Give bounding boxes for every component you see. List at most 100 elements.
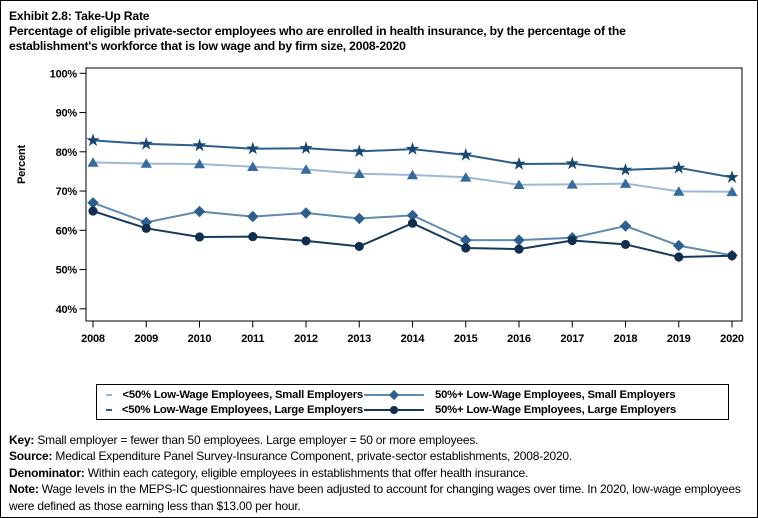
y-tick-label: 40% [56, 304, 78, 316]
x-tick-label: 2010 [188, 333, 212, 345]
legend-marker-diamond [388, 389, 400, 400]
legend-item-diamond: 50%+ Low-Wage Employees, Small Employers [363, 388, 728, 402]
y-axis-title: Percent [16, 144, 28, 183]
legend-item-circle: 50%+ Low-Wage Employees, Large Employers [363, 403, 728, 417]
x-tick-label: 2015 [454, 333, 478, 345]
data-point-diamond-2012 [300, 207, 312, 219]
data-point-triangle-2014 [406, 169, 419, 180]
note-denominator: Denominator: Within each category, eligi… [9, 465, 753, 481]
data-point-diamond-2011 [247, 210, 259, 223]
data-point-star-2014 [405, 142, 420, 155]
data-point-star-2009 [139, 136, 153, 150]
x-tick-label: 2018 [614, 333, 638, 345]
circle-marker-icon [364, 405, 424, 414]
data-point-circle-2019 [674, 252, 684, 262]
x-tick-label: 2008 [81, 333, 105, 345]
legend-label: <50% Low-Wage Employees, Small Employers [122, 388, 363, 401]
note-text: Wage levels in the MEPS-IC questionnaire… [9, 482, 741, 513]
data-point-circle-2012 [301, 236, 311, 246]
data-point-circle-2018 [620, 239, 631, 250]
data-point-circle-2011 [248, 232, 258, 242]
data-point-triangle-2009 [140, 158, 152, 168]
data-point-circle-2020 [727, 251, 737, 261]
note-label: Note: [9, 482, 39, 497]
note-label: Source: [9, 449, 53, 464]
note-note: Note: Wage levels in the MEPS-IC questio… [9, 481, 753, 514]
star-marker-icon [106, 408, 112, 411]
x-tick-label: 2013 [347, 333, 371, 345]
data-point-star-2020 [725, 170, 739, 183]
x-tick-label: 2016 [507, 333, 531, 345]
y-tick-label: 90% [56, 108, 78, 120]
data-point-diamond-2018 [619, 220, 632, 232]
exhibit-subtitle-line2: establishment's workforce that is low wa… [9, 39, 406, 54]
data-point-diamond-2008 [87, 197, 99, 209]
data-point-star-2017 [565, 156, 579, 170]
data-point-circle-2015 [461, 243, 471, 253]
data-point-diamond-2015 [460, 234, 472, 246]
y-tick-label: 60% [56, 225, 78, 237]
y-tick-label: 80% [56, 147, 78, 159]
legend-label: 50%+ Low-Wage Employees, Large Employers [435, 403, 677, 416]
note-key: Key: Small employer = fewer than 50 empl… [9, 432, 753, 448]
legend-item-triangle: <50% Low-Wage Employees, Small Employers [105, 388, 363, 402]
data-point-triangle-2019 [673, 186, 685, 196]
data-point-triangle-2008 [87, 157, 99, 167]
data-point-triangle-2012 [300, 164, 312, 174]
x-tick-label: 2012 [294, 333, 318, 345]
data-point-circle-2008 [88, 206, 98, 216]
data-point-circle-2017 [567, 235, 577, 246]
data-point-circle-2010 [194, 232, 205, 242]
triangle-marker-icon [106, 393, 113, 396]
data-point-circle-2016 [514, 244, 524, 254]
data-point-diamond-2019 [673, 239, 685, 252]
chart-legend: <50% Low-Wage Employees, Small Employers… [96, 384, 729, 420]
data-point-diamond-2016 [513, 234, 525, 246]
note-text: Within each category, eligible employees… [84, 465, 529, 480]
x-tick-label: 2011 [241, 333, 264, 345]
data-point-star-2010 [192, 138, 207, 152]
data-point-triangle-2016 [513, 179, 525, 189]
x-tick-label: 2020 [720, 333, 744, 345]
data-point-diamond-2014 [406, 209, 419, 222]
plot-area [85, 67, 743, 322]
exhibit-title: Exhibit 2.8: Take-Up Rate [9, 9, 150, 23]
x-tick-label: 2017 [560, 333, 584, 345]
footnotes: Key: Small employer = fewer than 50 empl… [9, 432, 753, 514]
y-tick-label: 100% [50, 68, 78, 80]
data-point-diamond-2010 [193, 205, 206, 218]
data-point-triangle-2020 [726, 186, 738, 197]
legend-label: <50% Low-Wage Employees, Large Employers [121, 403, 363, 416]
data-point-circle-2014 [407, 218, 418, 228]
y-tick-label: 50% [56, 265, 78, 277]
diamond-marker-icon [364, 389, 424, 400]
legend-item-star: <50% Low-Wage Employees, Large Employers [105, 403, 363, 417]
note-text: Medical Expenditure Panel Survey-Insuran… [52, 449, 573, 464]
data-point-triangle-2015 [460, 172, 472, 182]
data-point-star-2018 [618, 162, 633, 176]
exhibit-subtitle-line1: Percentage of eligible private-sector em… [9, 24, 626, 39]
data-point-circle-2009 [141, 223, 151, 233]
x-tick-label: 2019 [667, 333, 691, 345]
data-point-star-2015 [459, 147, 473, 161]
data-point-star-2012 [299, 141, 313, 154]
data-point-star-2013 [352, 144, 366, 158]
note-label: Denominator: [9, 465, 85, 480]
title-block: Exhibit 2.8: Take-Up Rate Percentage of … [9, 9, 753, 55]
data-point-star-2011 [246, 141, 260, 155]
data-point-triangle-2018 [619, 178, 632, 188]
data-point-star-2019 [672, 160, 686, 174]
data-point-star-2016 [512, 156, 526, 170]
x-tick-label: 2009 [134, 333, 158, 345]
note-text: Small employer = fewer than 50 employees… [34, 433, 479, 447]
note-source: Source: Medical Expenditure Panel Survey… [9, 448, 753, 464]
data-point-circle-2013 [354, 241, 364, 251]
data-point-triangle-2017 [566, 179, 578, 189]
data-point-triangle-2010 [193, 158, 206, 169]
y-tick-label: 70% [56, 186, 78, 198]
legend-marker-circle [389, 405, 399, 414]
data-point-triangle-2011 [247, 161, 259, 171]
x-tick-label: 2014 [401, 333, 426, 345]
